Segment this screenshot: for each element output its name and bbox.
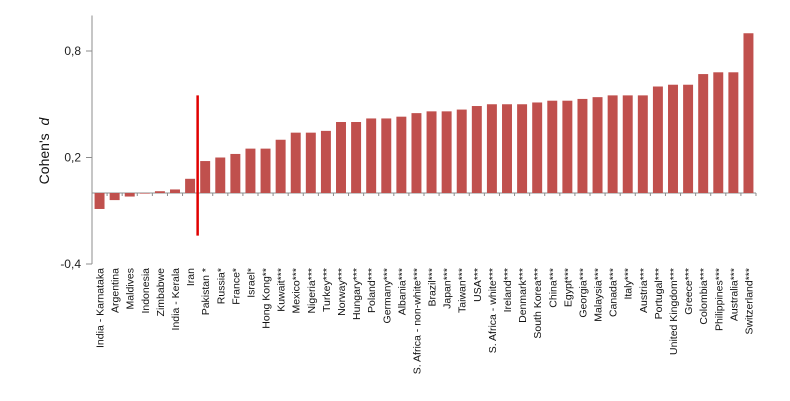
bar xyxy=(562,100,573,193)
bar xyxy=(215,157,226,193)
category-label: Georgia*** xyxy=(577,268,589,318)
bar xyxy=(698,74,709,193)
category-label: Indonesia xyxy=(140,268,152,314)
y-axis-label-italic: d xyxy=(36,116,52,125)
category-label: Kuwait*** xyxy=(276,268,288,312)
bar xyxy=(305,132,316,193)
category-label: Norway*** xyxy=(336,268,348,316)
bar xyxy=(154,191,165,193)
bar xyxy=(245,148,256,193)
bar xyxy=(426,111,437,193)
category-label: Poland*** xyxy=(366,268,378,313)
category-label: Colombia*** xyxy=(698,268,710,325)
category-label: Zimbabwe xyxy=(155,268,167,317)
bar xyxy=(366,118,377,193)
category-label: Ireland*** xyxy=(502,268,514,312)
category-label: Hong Kong** xyxy=(261,268,273,329)
category-label: Iran xyxy=(185,268,197,286)
y-axis-label: Cohen's d xyxy=(36,116,52,184)
category-label: Malaysia*** xyxy=(593,268,605,322)
bar xyxy=(547,100,558,193)
category-label: Germany*** xyxy=(381,268,393,323)
category-label: France* xyxy=(230,268,242,305)
category-label: Pakistan * xyxy=(200,268,212,315)
category-label: Maldives xyxy=(125,268,137,309)
label-layer: -0,4 0,2 0,8 India - Karnataka Argentina Mald… xyxy=(60,44,755,374)
category-label: China*** xyxy=(547,268,559,308)
category-label: United Kingdom*** xyxy=(668,268,680,355)
category-label: Denmark*** xyxy=(517,268,529,323)
bar xyxy=(94,193,105,209)
bar xyxy=(471,106,482,193)
bar xyxy=(592,97,603,193)
bar xyxy=(607,95,618,193)
category-label: Argentina xyxy=(110,268,122,313)
bar xyxy=(139,193,150,194)
bar xyxy=(532,102,543,193)
bar xyxy=(668,84,678,193)
bar xyxy=(230,153,241,193)
bar xyxy=(336,122,346,193)
category-label: Austria*** xyxy=(638,268,650,313)
category-label: S. Africa - white*** xyxy=(487,268,499,353)
category-label: Nigeria*** xyxy=(306,268,318,314)
bar xyxy=(502,104,512,193)
category-label: South Korea*** xyxy=(532,268,544,339)
y-tick-label: -0,4 xyxy=(60,257,81,271)
bar xyxy=(622,95,633,193)
category-label: Taiwan*** xyxy=(457,268,469,313)
category-label: Portugal*** xyxy=(653,268,665,319)
bar xyxy=(577,98,588,193)
bar xyxy=(396,116,407,193)
category-label: Turkey*** xyxy=(321,268,333,312)
bar xyxy=(260,148,271,193)
category-label: Russia* xyxy=(215,268,227,304)
category-label: Mexico*** xyxy=(291,268,303,314)
bar xyxy=(517,104,528,193)
bar xyxy=(713,72,724,193)
bar xyxy=(683,84,694,193)
bar xyxy=(351,122,362,193)
category-label: USA*** xyxy=(472,268,484,302)
bar xyxy=(290,132,301,193)
category-label: Japan*** xyxy=(442,268,454,309)
y-axis-label-text: Cohen's xyxy=(36,133,52,184)
category-label: Italy*** xyxy=(623,268,635,300)
category-label: Egypt*** xyxy=(562,268,574,307)
category-label: Philippines*** xyxy=(713,268,725,331)
category-label: Australia*** xyxy=(728,268,740,321)
bar xyxy=(728,72,739,193)
category-label: India - Karnataka xyxy=(95,268,107,348)
category-label: Albania*** xyxy=(396,268,408,315)
category-label: India - Kerala xyxy=(170,268,182,331)
bar xyxy=(185,178,196,193)
category-label: S. Africa - non-white*** xyxy=(411,268,423,374)
bar xyxy=(652,86,663,193)
bar xyxy=(381,118,392,193)
bar xyxy=(441,111,452,193)
bar xyxy=(200,161,211,193)
bar xyxy=(109,193,120,201)
y-tick-label: 0,2 xyxy=(64,151,81,165)
bar xyxy=(320,130,331,193)
y-tick-label: 0,8 xyxy=(64,44,81,58)
category-label: Brazil*** xyxy=(427,268,439,307)
category-label: Israel* xyxy=(245,268,257,298)
bar xyxy=(743,33,754,193)
bar-layer xyxy=(94,33,754,236)
category-label: Hungary*** xyxy=(351,268,363,320)
bar xyxy=(275,139,286,193)
bar xyxy=(456,109,467,193)
bar xyxy=(637,95,648,193)
bar xyxy=(170,189,180,193)
bar xyxy=(411,113,422,193)
category-label: Canada*** xyxy=(608,268,620,317)
bar xyxy=(124,193,135,197)
category-label: Switzerland*** xyxy=(743,268,755,335)
bar xyxy=(486,104,497,193)
category-label: Greece*** xyxy=(683,268,695,315)
